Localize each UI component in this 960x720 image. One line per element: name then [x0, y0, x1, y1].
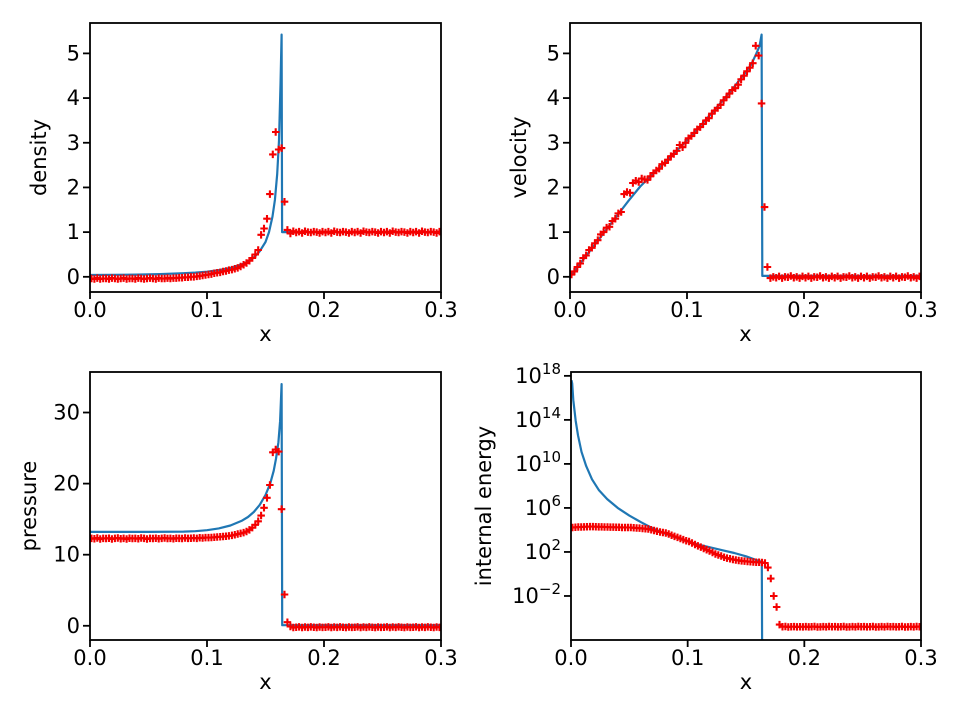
x-tick-label: 0.2	[788, 646, 821, 670]
y-tick-label: 0	[67, 614, 80, 638]
x-tick-label: 0.3	[904, 646, 937, 670]
x-tick-label: 0.2	[307, 298, 340, 322]
y-tick-label: 30	[53, 401, 80, 425]
pressure-particle-markers	[89, 445, 442, 632]
internal-energy-analytic-line	[570, 379, 764, 641]
y-axis-label: velocity	[507, 116, 531, 198]
x-axis-label: x	[259, 670, 271, 694]
density-chart: 0.0 0.1 0.2 0.3 0 1 2 3 4 5 x density	[27, 22, 458, 346]
velocity-chart: 0.0 0.1 0.2 0.3 0 1 2 3 4 5 x velocity	[507, 22, 938, 346]
y-axis-label: pressure	[17, 461, 41, 552]
axes-frame	[89, 371, 442, 641]
y-tick-label: 4	[547, 86, 560, 110]
x-axis-label: x	[259, 322, 271, 346]
x-tick-label: 0.1	[670, 298, 703, 322]
velocity-particle-markers	[569, 42, 922, 282]
y-tick-label: 102	[525, 536, 561, 564]
x-tick-label: 0.3	[424, 298, 457, 322]
axes-frame	[89, 22, 442, 293]
internal-energy-plot: 0.0 0.1 0.2 0.3 10−2 102 106 1010 1014 1018 x inter…	[472, 360, 938, 694]
y-tick-label: 2	[67, 175, 80, 199]
x-tick-label: 0.2	[307, 646, 340, 670]
y-tick-label: 1	[547, 220, 560, 244]
y-tick-label: 1014	[515, 404, 561, 432]
y-tick-label: 3	[547, 131, 560, 155]
y-tick-label: 3	[67, 131, 80, 155]
y-tick-label: 0	[547, 265, 560, 289]
pressure-plot: 0.0 0.1 0.2 0.3 0 10 20 30 x pressure	[17, 371, 458, 694]
y-axis-label: density	[27, 119, 51, 196]
y-tick-label: 1	[67, 220, 80, 244]
axes-frame	[570, 371, 922, 641]
y-tick-label: 10−2	[512, 580, 561, 608]
x-tick-label: 0.0	[73, 298, 106, 322]
x-tick-label: 0.1	[190, 646, 223, 670]
density-particle-markers	[89, 128, 442, 283]
y-tick-label: 0	[67, 265, 80, 289]
x-axis-label: x	[740, 670, 752, 694]
y-axis-label: internal energy	[472, 426, 496, 586]
y-tick-label: 2	[547, 175, 560, 199]
density-plot: 0.0 0.1 0.2 0.3 0 1 2 3 4 5 x density	[27, 22, 458, 346]
x-tick-label: 0.3	[424, 646, 457, 670]
axes-frame	[569, 22, 922, 293]
x-tick-label: 0.2	[787, 298, 820, 322]
pressure-analytic-line	[90, 383, 441, 627]
internal-energy-plot-area	[570, 379, 922, 641]
y-tick-label: 1010	[515, 448, 561, 476]
y-tick-label: 5	[547, 41, 560, 65]
internal-energy-particle-markers	[570, 522, 922, 631]
y-tick-label: 1018	[515, 360, 561, 388]
x-tick-label: 0.1	[190, 298, 223, 322]
x-axis-label: x	[739, 322, 751, 346]
y-tick-label: 20	[53, 472, 80, 496]
velocity-plot-area	[569, 33, 922, 282]
x-tick-label: 0.0	[73, 646, 106, 670]
y-tick-label: 10	[53, 543, 80, 567]
velocity-plot: 0.0 0.1 0.2 0.3 0 1 2 3 4 5 x velocity	[507, 22, 938, 346]
y-tick-label: 106	[525, 492, 561, 520]
density-plot-area	[89, 33, 442, 283]
x-tick-label: 0.1	[671, 646, 704, 670]
x-tick-label: 0.0	[553, 298, 586, 322]
internal-energy-chart: 0.0 0.1 0.2 0.3 10−2 102 106 1010 1014 1018 x inter…	[472, 360, 938, 694]
density-analytic-line	[89, 33, 441, 277]
y-tick-label: 5	[67, 41, 80, 65]
pressure-plot-area	[89, 383, 442, 632]
x-tick-label: 0.3	[904, 298, 937, 322]
y-tick-label: 4	[67, 86, 80, 110]
pressure-chart: 0.0 0.1 0.2 0.3 0 10 20 30 x pressure	[17, 371, 458, 694]
x-tick-label: 0.0	[554, 646, 587, 670]
